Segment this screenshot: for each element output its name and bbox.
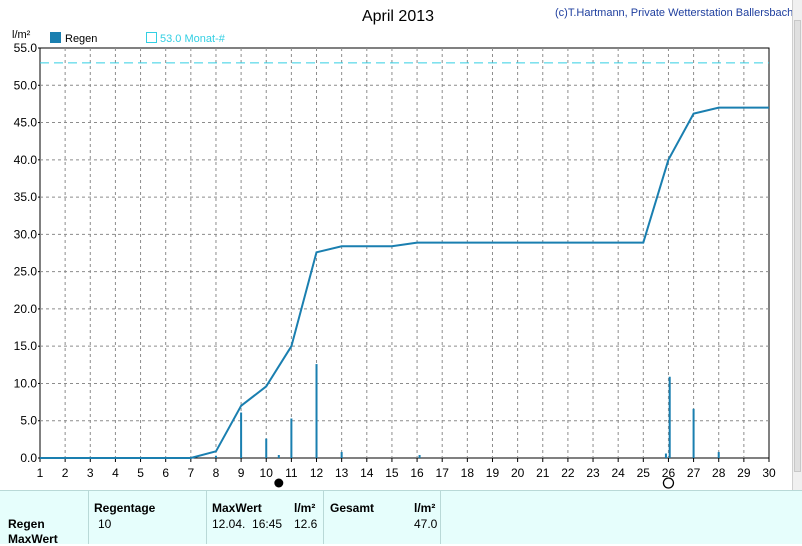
- gesamt-value: 47.0: [414, 517, 438, 531]
- column-divider: [206, 491, 207, 544]
- y-tick-label: 40.0: [14, 153, 38, 167]
- x-tick-label: 1: [37, 466, 44, 480]
- row-label-maxwert: MaxWert: [8, 532, 58, 546]
- x-tick-label: 16: [410, 466, 424, 480]
- legend-monat-swatch: [146, 32, 157, 43]
- moon-phase-markers: [274, 477, 675, 489]
- row-label-regen: Regen: [8, 517, 45, 531]
- chart-title: April 2013: [362, 8, 434, 25]
- x-tick-label: 8: [213, 466, 220, 480]
- rain-bar: [277, 455, 280, 458]
- column-divider: [88, 491, 89, 544]
- y-tick-label: 45.0: [14, 116, 38, 130]
- gesamt-unit-header: l/m²: [414, 501, 436, 515]
- x-tick-label: 5: [137, 466, 144, 480]
- x-tick-label: 20: [511, 466, 525, 480]
- x-tick-label: 26: [662, 466, 676, 480]
- y-tick-label: 10.0: [14, 376, 38, 390]
- x-tick-label: 18: [461, 466, 475, 480]
- x-tick-label: 22: [561, 466, 575, 480]
- y-tick-label: 0.0: [20, 451, 37, 465]
- legend-monat-label: 53.0 Monat-#: [160, 33, 226, 45]
- line-series: [40, 106, 769, 459]
- y-tick-label: 30.0: [14, 227, 38, 241]
- maxwert-header: MaxWert: [212, 501, 262, 515]
- y-tick-label: 50.0: [14, 78, 38, 92]
- x-tick-label: 24: [611, 466, 625, 480]
- gesamt-header: Gesamt: [330, 501, 375, 515]
- rain-bar: [214, 455, 217, 458]
- x-tick-label: 21: [536, 466, 550, 480]
- x-tick-label: 30: [762, 466, 776, 480]
- y-axis: 0.0 5.0 10.0 15.0 20.0 25.0 30.0 35.0 40.0 45.0 50…: [14, 41, 40, 465]
- regentage-value: 10: [98, 517, 112, 531]
- y-tick-label: 25.0: [14, 265, 38, 279]
- cumulative-rain-line: [40, 106, 769, 459]
- x-tick-label: 27: [687, 466, 701, 480]
- x-tick-label: 13: [335, 466, 349, 480]
- x-tick-label: 10: [260, 466, 274, 480]
- summary-panel: Regentage MaxWert l/m² Gesamt l/m² Regen…: [0, 490, 802, 546]
- x-tick-label: 15: [385, 466, 399, 480]
- x-tick-label: 11: [285, 466, 298, 480]
- column-divider: [323, 491, 324, 544]
- rain-chart: April 2013 (c)T.Hartmann, Private Wetter…: [12, 7, 793, 489]
- maxwert-date: 12.04. 16:45: [212, 517, 283, 531]
- x-tick-label: 12: [310, 466, 324, 480]
- full-moon-marker: [662, 477, 675, 489]
- scrollbar-thumb[interactable]: [794, 20, 801, 472]
- x-tick-label: 4: [112, 466, 119, 480]
- x-tick-label: 7: [187, 466, 194, 480]
- y-tick-label: 20.0: [14, 302, 38, 316]
- x-tick-label: 14: [360, 466, 374, 480]
- maxwert-unit-header: l/m²: [294, 501, 316, 515]
- y-tick-label: 5.0: [20, 414, 37, 428]
- rain-bar: [418, 455, 421, 458]
- rain-bar: [240, 412, 243, 458]
- x-tick-label: 23: [586, 466, 600, 480]
- new-moon-marker: [274, 478, 284, 488]
- vertical-scrollbar[interactable]: [792, 0, 802, 490]
- rain-bar: [692, 408, 695, 458]
- y-tick-label: 55.0: [14, 41, 38, 55]
- x-tick-label: 6: [162, 466, 169, 480]
- rain-bar: [340, 452, 343, 458]
- column-divider: [440, 491, 441, 544]
- y-axis-unit: l/m²: [12, 29, 31, 41]
- x-tick-label: 2: [62, 466, 69, 480]
- legend-regen-swatch: [50, 32, 61, 43]
- x-tick-label: 19: [486, 466, 500, 480]
- rain-bar: [315, 364, 318, 458]
- rain-bar: [265, 438, 268, 458]
- x-tick-label: 9: [238, 466, 245, 480]
- maxwert-value: 12.6: [294, 517, 318, 531]
- rain-bar: [664, 453, 667, 458]
- x-tick-label: 3: [87, 466, 94, 480]
- x-tick-label: 25: [637, 466, 651, 480]
- x-axis: 1 2 3 4 5 6 7 8 9 10 11 12 13 14 15 16 17 18 19 20 21 22 23 24 2…: [37, 458, 776, 480]
- x-tick-label: 29: [737, 466, 751, 480]
- rain-bar: [717, 452, 720, 458]
- rain-bar: [668, 376, 671, 458]
- x-tick-label: 28: [712, 466, 726, 480]
- legend-regen-label: Regen: [65, 33, 97, 45]
- rain-bar: [290, 418, 293, 458]
- regentage-header: Regentage: [94, 501, 156, 515]
- bar-series: [214, 364, 720, 458]
- plot-area: [39, 47, 770, 459]
- y-tick-label: 35.0: [14, 190, 38, 204]
- copyright-text: (c)T.Hartmann, Private Wetterstation Bal…: [555, 7, 793, 19]
- y-tick-label: 15.0: [14, 339, 38, 353]
- x-tick-label: 17: [436, 466, 450, 480]
